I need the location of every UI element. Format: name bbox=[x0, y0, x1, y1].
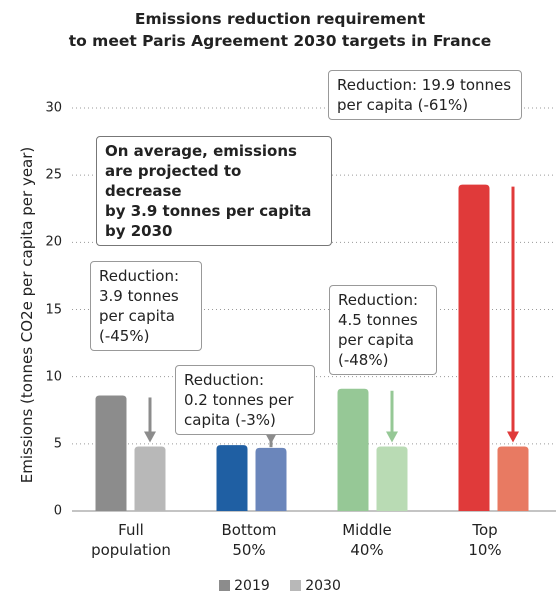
y-tick-label: 15 bbox=[45, 302, 62, 317]
bar-2030 bbox=[134, 446, 166, 511]
legend-label-2019: 2019 bbox=[234, 578, 270, 594]
legend-item-2030: 2030 bbox=[290, 578, 341, 594]
bar-2030 bbox=[255, 447, 287, 511]
y-tick-label: 20 bbox=[45, 234, 62, 250]
chart-title-line-2: to meet Paris Agreement 2030 targets in … bbox=[68, 32, 492, 50]
y-tick-label: 25 bbox=[45, 167, 62, 183]
annotation-bottom-50-reduction: Reduction: 0.2 tonnes per capita (-3%) bbox=[175, 365, 315, 435]
y-tick-label: 10 bbox=[45, 369, 62, 385]
category-label-line: Middle bbox=[342, 521, 392, 539]
category-label-bottom-50: Bottom 50% bbox=[189, 520, 309, 560]
category-label-top-10: Top 10% bbox=[425, 520, 545, 560]
category-label-line: Full bbox=[118, 521, 144, 539]
y-tick-label: 0 bbox=[53, 503, 62, 519]
annotation-average-decrease: On average, emissions are projected to d… bbox=[96, 136, 332, 246]
annotation-middle-40-reduction: Reduction: 4.5 tonnes per capita (-48%) bbox=[329, 285, 437, 375]
bar-2030 bbox=[376, 446, 408, 511]
chart-legend: 2019 2030 bbox=[0, 578, 560, 594]
annotation-top-10-reduction: Reduction: 19.9 tonnes per capita (-61%) bbox=[328, 70, 522, 120]
reduction-arrow-head bbox=[386, 431, 398, 443]
chart-title-line-1: Emissions reduction requirement bbox=[134, 10, 426, 28]
annotation-full-population-reduction: Reduction: 3.9 tonnes per capita (-45%) bbox=[90, 261, 202, 351]
y-tick-label: 5 bbox=[53, 436, 62, 452]
category-label-line: 10% bbox=[468, 541, 502, 559]
reduction-arrow-head bbox=[144, 431, 156, 443]
category-label-line: 50% bbox=[232, 541, 266, 559]
legend-item-2019: 2019 bbox=[219, 578, 270, 594]
legend-swatch-2019 bbox=[219, 580, 231, 591]
chart-title: Emissions reduction requirement to meet … bbox=[0, 8, 560, 52]
reduction-arrow-head bbox=[265, 432, 277, 444]
legend-label-2030: 2030 bbox=[305, 578, 341, 594]
category-label-full-population: Full population bbox=[71, 520, 191, 560]
legend-swatch-2030 bbox=[290, 580, 302, 591]
bar-2019 bbox=[337, 388, 369, 511]
category-label-line: population bbox=[91, 541, 171, 559]
bar-2019 bbox=[95, 395, 127, 511]
category-label-middle-40: Middle 40% bbox=[307, 520, 427, 560]
bar-2019 bbox=[216, 445, 248, 511]
category-label-line: Bottom bbox=[221, 521, 277, 539]
category-label-line: Top bbox=[472, 521, 498, 539]
category-label-line: 40% bbox=[350, 541, 384, 559]
reduction-arrow-head bbox=[507, 431, 519, 443]
y-tick-label: 30 bbox=[45, 100, 62, 116]
bar-2019 bbox=[458, 184, 490, 511]
bar-2030 bbox=[497, 446, 529, 511]
